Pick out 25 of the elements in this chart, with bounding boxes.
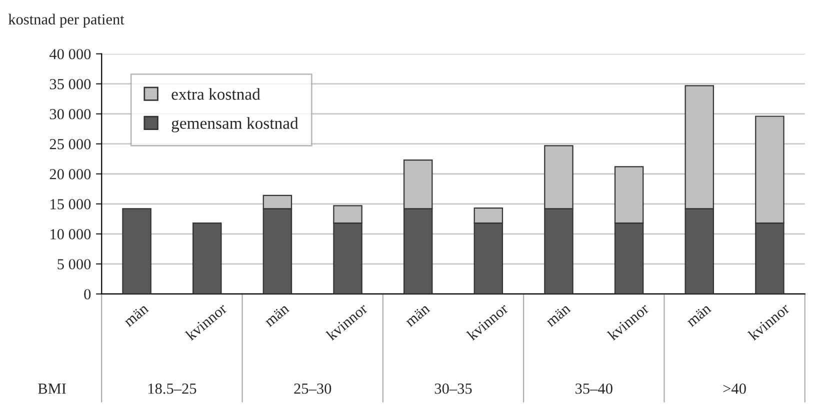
y-tick-label: 30 000 xyxy=(50,108,91,120)
y-tick-label: 0 xyxy=(84,289,91,300)
y-tick-label: 25 000 xyxy=(50,139,91,150)
y-tick-label: 20 000 xyxy=(50,169,91,180)
legend-label: gemensam kostnad xyxy=(172,117,298,132)
y-axis-title: kostnad per patient xyxy=(8,14,124,28)
text: 30–35 xyxy=(434,384,472,394)
x-tick-label: män xyxy=(686,303,712,328)
text: BMI xyxy=(38,384,66,394)
x-tick-label: män xyxy=(545,303,572,328)
text: 18.5–25 xyxy=(148,384,196,394)
x-tick-label: män xyxy=(264,303,290,328)
y-tick-label: 10 000 xyxy=(50,229,91,240)
bar xyxy=(122,208,152,294)
y-tick-label: 40 000 xyxy=(49,48,91,60)
y-tick-label: 5 000 xyxy=(58,259,91,270)
x-tick-label: män xyxy=(404,303,430,328)
y-tick-label: 15 000 xyxy=(50,199,91,210)
text: 25–30 xyxy=(294,384,332,394)
legend-label: extra kostnad xyxy=(172,88,260,100)
bar xyxy=(192,222,222,294)
y-tick-label: 35 000 xyxy=(50,78,91,90)
x-tick-label: män xyxy=(123,303,150,328)
text: >40 xyxy=(723,384,746,394)
text: 35–40 xyxy=(576,384,612,394)
